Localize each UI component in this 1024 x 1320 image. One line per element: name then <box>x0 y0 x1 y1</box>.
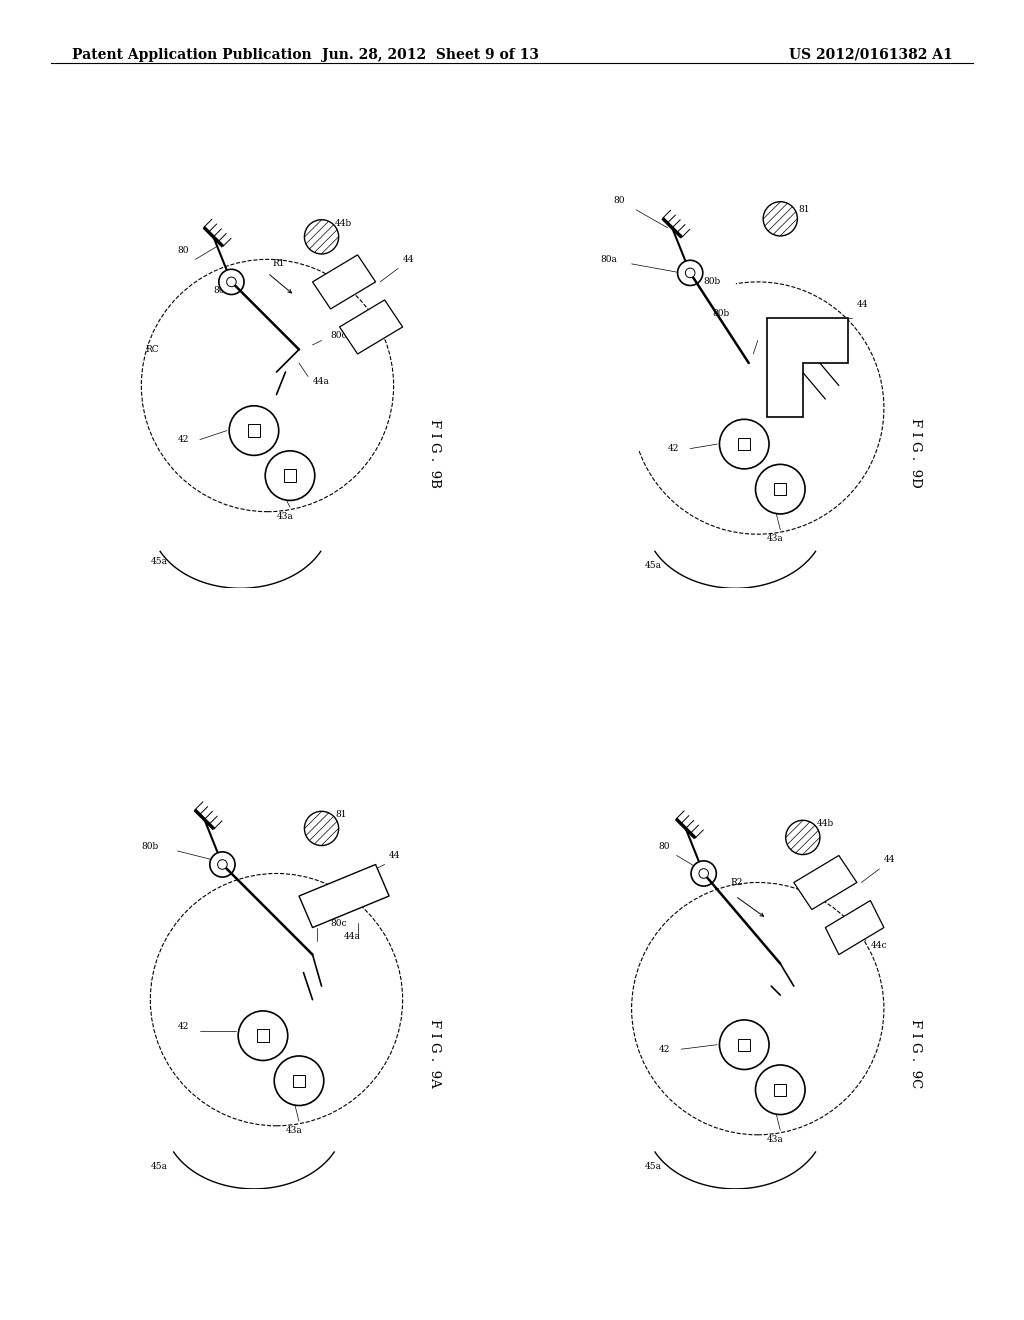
Text: F I G .  9A: F I G . 9A <box>428 1019 440 1088</box>
Text: 80b: 80b <box>713 309 730 318</box>
Bar <box>248 425 260 437</box>
Circle shape <box>720 420 769 469</box>
Circle shape <box>265 451 314 500</box>
Text: Patent Application Publication: Patent Application Publication <box>72 48 311 62</box>
Text: 44: 44 <box>884 855 895 865</box>
Text: 44c: 44c <box>870 941 887 950</box>
Polygon shape <box>299 865 389 928</box>
Text: 45a: 45a <box>151 1162 167 1171</box>
Text: F I G .  9B: F I G . 9B <box>428 418 440 487</box>
Text: 80c: 80c <box>331 919 347 928</box>
Polygon shape <box>767 318 848 417</box>
Text: 45a: 45a <box>151 557 167 566</box>
Text: 44b: 44b <box>816 820 834 829</box>
Text: 44a: 44a <box>344 932 360 941</box>
Bar <box>738 1039 751 1051</box>
Text: 81: 81 <box>335 810 346 820</box>
Text: 45a: 45a <box>645 1162 663 1171</box>
Text: 81: 81 <box>799 206 810 214</box>
Text: F I G .  9C: F I G . 9C <box>909 1019 922 1088</box>
Text: 44: 44 <box>402 255 414 264</box>
Text: 44: 44 <box>389 851 400 859</box>
Polygon shape <box>825 900 884 954</box>
Text: 43a: 43a <box>286 1126 302 1135</box>
Text: F I G .  9D: F I G . 9D <box>909 418 922 488</box>
Text: 43a: 43a <box>767 1135 783 1144</box>
Bar <box>257 1030 269 1041</box>
Text: US 2012/0161382 A1: US 2012/0161382 A1 <box>788 48 952 62</box>
Circle shape <box>763 202 798 236</box>
Circle shape <box>219 269 244 294</box>
Circle shape <box>756 1065 805 1114</box>
Polygon shape <box>794 855 857 909</box>
Text: 80b: 80b <box>703 277 721 286</box>
Text: 80c: 80c <box>331 331 347 341</box>
Text: 44a: 44a <box>312 376 330 385</box>
Text: 44b: 44b <box>335 219 352 228</box>
Circle shape <box>756 465 805 513</box>
Text: 42: 42 <box>177 1022 188 1031</box>
Text: 80c: 80c <box>767 331 783 341</box>
Text: 80: 80 <box>177 246 188 255</box>
Circle shape <box>720 1020 769 1069</box>
Text: 42: 42 <box>668 444 679 453</box>
Text: 80: 80 <box>658 842 670 851</box>
Text: Jun. 28, 2012  Sheet 9 of 13: Jun. 28, 2012 Sheet 9 of 13 <box>322 48 539 62</box>
Circle shape <box>691 861 717 886</box>
Circle shape <box>274 1056 324 1106</box>
Bar <box>738 438 751 450</box>
Circle shape <box>678 260 702 285</box>
Text: 80: 80 <box>613 197 625 206</box>
Text: 42: 42 <box>177 436 188 444</box>
Circle shape <box>239 1011 288 1060</box>
Text: RC: RC <box>145 345 160 354</box>
Circle shape <box>226 277 237 286</box>
Text: R2: R2 <box>731 878 743 887</box>
Circle shape <box>210 851 236 876</box>
Text: 80b: 80b <box>141 842 159 851</box>
Text: R1: R1 <box>272 260 285 268</box>
Text: 45a: 45a <box>645 561 663 570</box>
Bar <box>774 1084 786 1096</box>
Circle shape <box>304 812 339 846</box>
Bar <box>774 483 786 495</box>
Text: 80b: 80b <box>213 286 230 296</box>
Bar <box>293 1074 305 1086</box>
Bar <box>284 470 296 482</box>
Text: 80a: 80a <box>600 255 616 264</box>
Text: 42: 42 <box>658 1044 670 1053</box>
Circle shape <box>229 405 279 455</box>
Text: 43a: 43a <box>276 512 293 520</box>
Circle shape <box>699 869 709 878</box>
Text: 43a: 43a <box>767 535 783 544</box>
Circle shape <box>304 219 339 253</box>
Text: 44: 44 <box>857 300 868 309</box>
Circle shape <box>785 820 820 854</box>
Polygon shape <box>340 300 402 354</box>
Circle shape <box>685 268 695 277</box>
Circle shape <box>218 859 227 870</box>
Polygon shape <box>312 255 376 309</box>
